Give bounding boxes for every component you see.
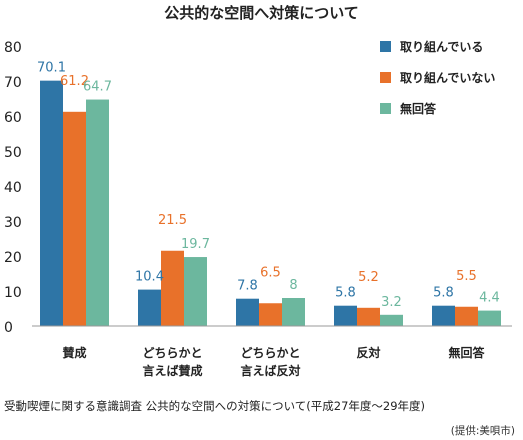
bar-value-label: 6.5 [260,265,281,280]
bar [138,289,161,326]
y-tick-label: 50 [4,145,22,161]
bar-value-label: 70.1 [37,61,66,76]
bar-value-label: 61.2 [60,74,89,89]
bar-value-label: 7.8 [237,279,258,294]
x-tick-label: 賛成 [62,345,86,360]
legend-item: 無回答 [380,98,495,118]
y-tick-label: 10 [4,285,22,301]
y-tick-label: 80 [4,40,22,56]
y-tick-label: 20 [4,250,22,266]
bar-value-label: 10.4 [135,270,164,285]
x-axis: 賛成 どちらかと言えば賛成 どちらかと言えば反対 反対 無回答 [32,325,512,378]
bar [455,306,478,326]
chart-title: 公共的な空間へ対策について [164,4,359,22]
bar-value-label: 5.2 [358,270,379,285]
bar-value-label: 19.7 [181,237,210,252]
y-tick-label: 40 [4,180,22,196]
legend-swatch [380,71,391,83]
legend-label: 無回答 [400,101,437,116]
x-tick-label: どちらかと言えば反対 [240,346,300,378]
bar-value-label: 4.4 [479,291,500,306]
bar [40,80,63,327]
bar [236,298,259,326]
legend-swatch [380,40,391,52]
bar-value-label: 5.8 [335,286,356,301]
legend: 取り組んでいる 取り組んでいない 無回答 [380,36,495,129]
y-tick-label: 30 [4,215,22,231]
x-tick-label: 無回答 [448,345,485,360]
bar [161,250,184,326]
legend-label: 取り組んでいない [400,70,496,85]
y-tick-label: 0 [4,320,13,336]
legend-item: 取り組んでいない [380,67,495,87]
bar-value-label: 5.8 [433,286,454,301]
credit: (提供:美唄市) [450,425,515,437]
value-labels: 70.161.264.710.421.519.77.86.585.85.23.2… [37,61,500,310]
y-tick-label: 70 [4,75,22,91]
bar [432,305,455,326]
bar [380,314,403,326]
bar-chart: 0 10 20 30 40 50 60 70 80 70.161.264.7 10.4 21.5 19… [4,40,512,378]
bar-value-label: 3.2 [381,295,402,310]
x-tick-label: どちらかと言えば賛成 [142,346,202,378]
bar [184,257,207,326]
bar [282,298,305,326]
bars [40,80,501,327]
x-tick-label: 反対 [356,345,380,360]
bar [478,310,501,326]
bar [334,305,357,326]
legend-item: 取り組んでいる [380,36,495,56]
legend-label: 取り組んでいる [400,39,484,54]
bar [63,111,86,326]
bar-value-label: 5.5 [456,269,477,284]
legend-swatch [380,102,391,114]
bar-value-label: 8 [289,278,297,293]
bar [259,303,282,326]
y-tick-label: 60 [4,110,22,126]
bar-value-label: 64.7 [83,80,112,95]
bar-value-label: 21.5 [158,213,187,228]
caption: 受動喫煙に関する意識調査 公共的な空間への対策について(平成27年度〜29年度) [4,399,426,413]
bar [86,99,109,326]
y-axis: 0 10 20 30 40 50 60 70 80 [4,40,22,336]
bar [357,307,380,326]
